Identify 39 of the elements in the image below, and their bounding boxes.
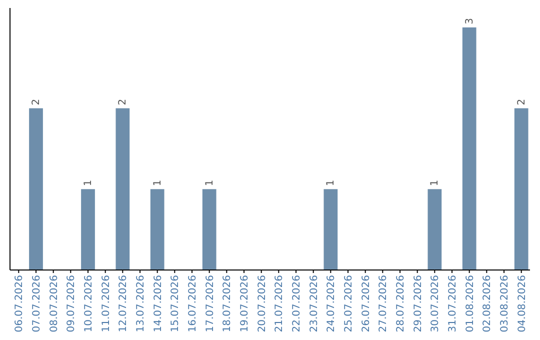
x-tick-label: 16.07.2026: [188, 275, 198, 332]
x-tick-label: 04.08.2026: [516, 275, 528, 332]
x-tick-label: 17.07.2026: [204, 275, 216, 332]
data-label: 1: [152, 180, 164, 186]
x-tick-label: 23.07.2026: [308, 275, 320, 332]
data-label: 1: [204, 180, 216, 186]
data-label: 1: [430, 180, 441, 186]
data-label: 3: [464, 18, 476, 24]
data-label: 2: [31, 98, 42, 106]
x-tick-label: 30.07.2026: [430, 275, 442, 332]
x-tick-label: 22.07.2026: [292, 275, 302, 332]
x-tick-label: 06.07.2026: [14, 275, 26, 332]
x-tick-label: 09.07.2026: [66, 275, 78, 332]
x-tick-label: 26.07.2026: [360, 275, 372, 332]
x-tick-label: 24.07.2026: [326, 275, 338, 332]
x-tick-label: 29.07.2026: [412, 275, 424, 332]
x-tick-label: 18.07.2026: [222, 275, 234, 332]
x-tick-label: 10.07.2026: [84, 275, 94, 332]
data-label: 1: [326, 180, 337, 186]
x-tick-label: 31.07.2026: [448, 275, 458, 332]
x-tick-label: 14.07.2026: [152, 275, 164, 332]
x-tick-label: 15.07.2026: [170, 275, 182, 332]
data-label: 1: [83, 180, 94, 186]
x-tick-label: 11.07.2026: [100, 275, 112, 332]
x-tick-label: 02.08.2026: [482, 275, 494, 332]
x-tick-label: 03.08.2026: [500, 275, 510, 332]
x-tick-label: 08.07.2026: [48, 275, 60, 332]
x-tick-label: 28.07.2026: [396, 275, 406, 332]
data-label: 2: [118, 98, 129, 106]
x-tick-label: 20.07.2026: [256, 275, 268, 332]
x-tick-label: 27.07.2026: [378, 275, 390, 332]
x-tick-label: 01.08.2026: [464, 275, 476, 332]
x-tick-label: 21.07.2026: [274, 275, 286, 332]
x-tick-label: 19.07.2026: [240, 275, 250, 332]
x-tick-label: 07.07.2026: [32, 275, 42, 332]
x-tick-label: 25.07.2026: [344, 275, 354, 332]
data-label: 2: [516, 98, 528, 106]
x-tick-label: 12.07.2026: [118, 275, 130, 332]
x-tick-label: 13.07.2026: [136, 275, 146, 332]
